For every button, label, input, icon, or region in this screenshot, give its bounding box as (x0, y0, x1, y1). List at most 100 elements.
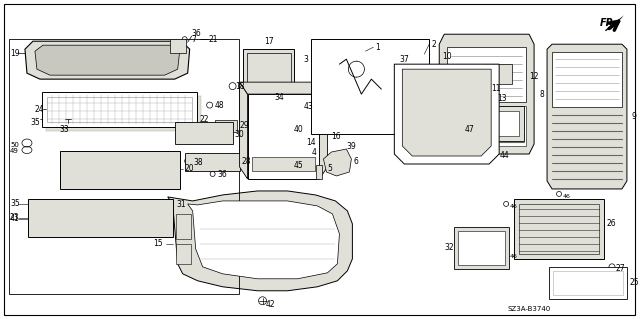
Text: 43: 43 (303, 101, 313, 111)
Text: 46: 46 (563, 195, 571, 199)
Bar (447, 106, 526, 146)
Text: 8: 8 (539, 90, 544, 99)
Bar (549, 267, 627, 299)
Text: 19: 19 (10, 49, 20, 58)
Text: 36: 36 (191, 29, 202, 38)
Bar (176, 244, 191, 264)
Text: 7: 7 (191, 35, 196, 44)
Text: 12: 12 (529, 72, 539, 81)
Text: 42: 42 (266, 300, 275, 309)
Bar (176, 214, 191, 239)
Text: 47: 47 (464, 124, 474, 134)
Text: 35: 35 (30, 118, 40, 127)
Text: 16: 16 (332, 132, 341, 141)
Text: 24: 24 (35, 105, 45, 114)
Text: 22: 22 (200, 115, 209, 123)
Text: 3: 3 (303, 55, 308, 64)
Text: 31: 31 (177, 200, 186, 209)
Text: 46: 46 (510, 254, 518, 259)
Bar (484, 111, 519, 136)
Text: 32: 32 (444, 243, 454, 252)
Text: 21: 21 (209, 35, 218, 44)
Text: 36: 36 (218, 170, 227, 180)
Text: 41: 41 (10, 214, 20, 223)
Ellipse shape (180, 125, 228, 141)
Circle shape (143, 68, 147, 70)
Ellipse shape (141, 157, 169, 183)
Text: SZ3A-B3740: SZ3A-B3740 (507, 306, 550, 312)
Polygon shape (403, 69, 491, 156)
Text: 35: 35 (10, 199, 20, 208)
Polygon shape (168, 191, 353, 291)
Circle shape (280, 78, 282, 80)
Text: 34: 34 (275, 93, 284, 102)
Text: 2: 2 (431, 40, 436, 49)
Polygon shape (547, 44, 627, 189)
Text: 9: 9 (632, 112, 637, 121)
Text: 33: 33 (60, 124, 70, 134)
Text: 1: 1 (375, 43, 380, 52)
Circle shape (77, 212, 88, 223)
Bar (479, 106, 524, 141)
Circle shape (40, 212, 51, 223)
Bar (514, 199, 604, 259)
Polygon shape (319, 82, 328, 179)
Text: FR.: FR. (600, 18, 618, 28)
Polygon shape (248, 94, 319, 179)
Bar (246, 53, 291, 85)
Circle shape (68, 68, 72, 70)
Text: 28: 28 (241, 158, 251, 167)
Ellipse shape (106, 157, 134, 183)
Circle shape (268, 78, 269, 80)
Circle shape (398, 71, 404, 77)
Bar (60, 151, 180, 189)
Bar (47, 97, 191, 122)
Ellipse shape (296, 143, 312, 161)
Text: 14: 14 (307, 137, 316, 146)
Circle shape (173, 42, 182, 50)
Bar (552, 52, 622, 107)
Text: 26: 26 (607, 219, 616, 228)
Circle shape (383, 91, 389, 97)
Circle shape (113, 68, 116, 70)
Text: 4: 4 (312, 147, 316, 157)
Polygon shape (394, 64, 499, 164)
Bar (519, 204, 599, 254)
Polygon shape (239, 82, 248, 179)
Polygon shape (46, 96, 201, 131)
Text: 18: 18 (236, 82, 245, 91)
Circle shape (158, 68, 161, 70)
Text: 50: 50 (10, 142, 19, 148)
Circle shape (128, 68, 131, 70)
Circle shape (364, 81, 369, 87)
Text: 40: 40 (294, 124, 303, 134)
Ellipse shape (64, 157, 92, 183)
Text: 6: 6 (353, 158, 358, 167)
Bar (170, 39, 186, 53)
Bar (175, 122, 232, 144)
Bar (458, 231, 505, 265)
Circle shape (285, 78, 287, 80)
Circle shape (117, 212, 128, 223)
Text: 27: 27 (616, 264, 625, 273)
Text: 44: 44 (499, 151, 509, 160)
Bar (312, 39, 429, 134)
Text: 45: 45 (294, 161, 303, 170)
Circle shape (83, 68, 86, 70)
Text: 48: 48 (214, 100, 224, 110)
Text: 39: 39 (346, 142, 356, 151)
Text: 30: 30 (235, 130, 244, 138)
Text: 20: 20 (185, 165, 195, 174)
Text: 10: 10 (442, 52, 452, 61)
Polygon shape (323, 149, 351, 176)
Bar (454, 227, 509, 269)
Text: 13: 13 (497, 93, 506, 103)
Text: 37: 37 (399, 55, 409, 64)
Bar (214, 120, 237, 132)
Circle shape (323, 56, 330, 62)
Text: 38: 38 (194, 159, 204, 167)
Circle shape (99, 68, 101, 70)
Bar (9, 39, 239, 294)
Bar (185, 153, 239, 171)
Text: 15: 15 (153, 239, 163, 249)
